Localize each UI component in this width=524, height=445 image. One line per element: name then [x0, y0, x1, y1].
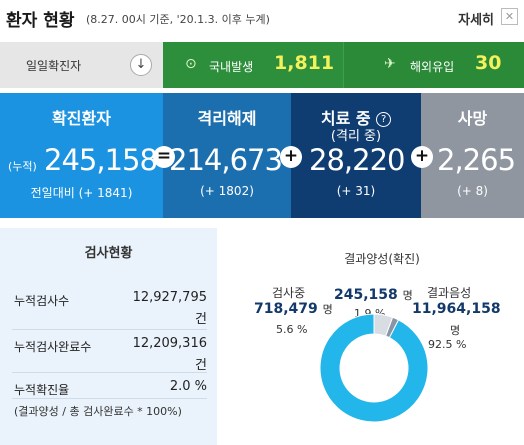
treating-title: 치료 중 ?: [291, 105, 421, 129]
results-donut-chart: [319, 313, 429, 423]
total-tests-label: 누적검사수: [14, 294, 70, 308]
positive-rate-note: (결과양성 / 총 검사완료수 * 100%): [14, 405, 182, 418]
released-value: 214,673: [169, 143, 283, 177]
donut-slice-negative: [319, 313, 429, 423]
confirmed-value: 245,158: [44, 143, 158, 177]
help-icon[interactable]: ?: [376, 112, 392, 127]
imported-cases: ✈ 해외유입 30: [343, 42, 524, 88]
plus-icon: +: [411, 146, 433, 168]
arrow-down-icon[interactable]: ↓: [130, 54, 152, 76]
released-title: 격리해제: [197, 109, 257, 128]
positive-rate-label: 누적확진율: [14, 383, 70, 397]
page-header: 환자 현황 (8.27. 00시 기준, '20.1.3. 이후 누계) 자세히…: [0, 0, 524, 38]
confirmed-title: 확진환자: [52, 109, 111, 128]
completed-tests-label: 누적검사완료수: [14, 340, 92, 354]
plus-icon: +: [280, 146, 302, 168]
negative-value: 11,964,158: [412, 301, 501, 317]
page-subtitle: (8.27. 00시 기준, '20.1.3. 이후 누계): [86, 13, 270, 26]
positive-label: 결과양성(확진): [344, 252, 420, 266]
daily-label: 일일확진자: [26, 59, 82, 73]
test-results-panel: 검사중 718,479 명 5.6 % 결과양성(확진) 245,158 명 1…: [232, 228, 524, 445]
positive-number: 245,158: [334, 287, 398, 303]
positive-value: 245,158 명: [334, 287, 413, 303]
deaths-card: 사망 2,265 (+ 8): [421, 93, 524, 218]
positive-rate-value: 2.0 %: [169, 379, 207, 394]
positive-unit: 명: [402, 289, 413, 302]
test-status-panel: 검사현황 누적검사수 12,927,795 건 누적검사완료수 12,209,3…: [0, 228, 217, 445]
testing-number: 718,479: [254, 301, 318, 317]
imported-value: 30: [475, 52, 502, 74]
negative-pct: 92.5 %: [428, 338, 467, 351]
daily-cases-bar: 일일확진자 ↓ ⊙ 국내발생 1,811 ✈ 해외유입 30: [0, 42, 524, 88]
plane-icon: ✈: [384, 56, 396, 72]
testing-unit: 명: [322, 303, 333, 316]
total-tests-unit: 건: [195, 312, 207, 327]
completed-tests-unit: 건: [195, 358, 207, 373]
divider: [12, 329, 207, 330]
total-tests-value: 12,927,795: [132, 290, 207, 305]
negative-label: 결과음성: [427, 286, 472, 300]
negative-unit: 명: [450, 324, 461, 337]
testing-label: 검사중: [272, 286, 306, 300]
treating-subtitle: (격리 중): [330, 129, 382, 144]
confirmed-card: 확진환자 (누적) 245,158 전일대비 (+ 1841): [0, 93, 163, 218]
deaths-change: (+ 8): [457, 184, 488, 198]
divider: [12, 398, 207, 399]
domestic-cases: ⊙ 국내발생 1,811: [163, 42, 343, 88]
stats-panel: 확진환자 (누적) 245,158 전일대비 (+ 1841) 격리해제 214…: [0, 93, 524, 218]
treating-title-text: 치료 중: [320, 109, 371, 128]
released-change: (+ 1802): [200, 184, 254, 198]
domestic-label: 국내발생: [209, 60, 254, 74]
confirmed-prefix: (누적): [8, 160, 37, 173]
divider: [12, 372, 207, 373]
tests-title: 검사현황: [84, 246, 133, 261]
confirmed-change: 전일대비 (+ 1841): [30, 186, 133, 200]
deaths-value: 2,265: [437, 143, 516, 177]
testing-pct: 5.6 %: [276, 323, 308, 336]
pin-icon: ⊙: [185, 56, 197, 72]
daily-label-box[interactable]: 일일확진자 ↓: [0, 42, 163, 88]
testing-value: 718,479 명: [254, 301, 333, 317]
page-title: 환자 현황: [6, 11, 75, 31]
detail-link[interactable]: 자세히: [458, 13, 494, 28]
treating-card: 치료 중 ? (격리 중) 28,220 (+ 31): [291, 93, 421, 218]
deaths-title: 사망: [457, 109, 488, 128]
released-card: 격리해제 214,673 (+ 1802): [163, 93, 291, 218]
treating-change: (+ 31): [336, 184, 376, 198]
equals-icon: =: [153, 146, 175, 168]
domestic-value: 1,811: [274, 52, 335, 74]
completed-tests-value: 12,209,316: [132, 336, 207, 351]
imported-label: 해외유입: [410, 60, 455, 74]
close-icon[interactable]: ✕: [501, 8, 518, 25]
treating-value: 28,220: [309, 143, 405, 177]
